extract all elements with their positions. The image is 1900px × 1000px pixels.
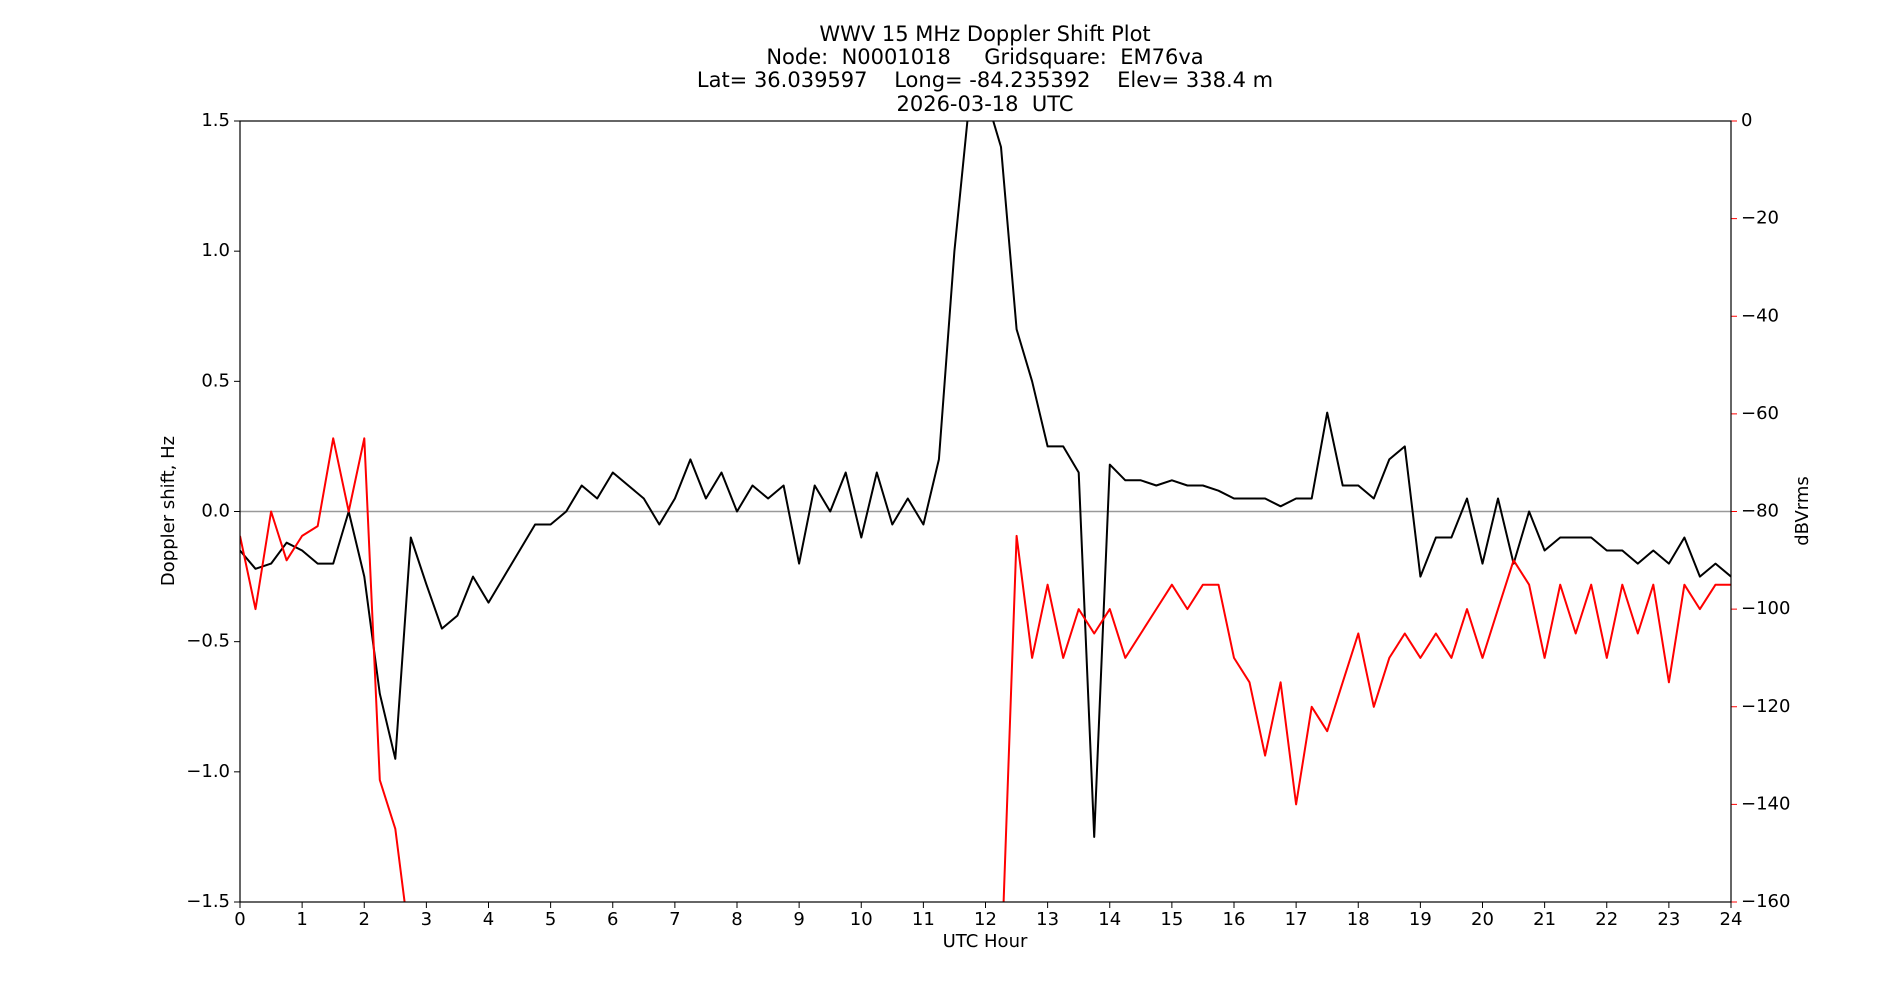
x-tick-label: 2 (359, 909, 370, 930)
x-tick-label: 13 (1036, 909, 1059, 930)
x-tick-label: 21 (1533, 909, 1556, 930)
x-tick-label: 8 (731, 909, 742, 930)
data-line (240, 437, 1731, 902)
plot-frame (239, 120, 1732, 903)
x-tick-label: 20 (1471, 909, 1494, 930)
x-tick-label: 9 (793, 909, 804, 930)
x-tick-label: 7 (669, 909, 680, 930)
x-tick-label: 19 (1409, 909, 1432, 930)
y-tick-label: −0.5 (186, 631, 230, 652)
y2-tick-label: −160 (1741, 891, 1790, 912)
y-tick-label: 0.5 (201, 370, 230, 391)
y2-tick-label: −120 (1741, 696, 1790, 717)
y2-tick-label: −140 (1741, 793, 1790, 814)
x-tick-label: 5 (545, 909, 556, 930)
data-line (240, 121, 1731, 838)
y2-tick-label: −60 (1741, 403, 1779, 424)
chart-subtitle: Node: N0001018 Gridsquare: EM76va (766, 45, 1203, 69)
y-tick-label: −1.0 (186, 761, 230, 782)
y2-tick-label: −80 (1741, 501, 1779, 522)
y-tick-label: −1.5 (186, 891, 230, 912)
x-tick-label: 1 (296, 909, 307, 930)
x-tick-label: 16 (1223, 909, 1246, 930)
y2-tick-label: −100 (1741, 598, 1790, 619)
x-axis-label: UTC Hour (943, 931, 1028, 952)
y-tick-label: 0.0 (201, 501, 230, 522)
x-tick-label: 3 (421, 909, 432, 930)
x-tick-label: 0 (234, 909, 245, 930)
y-tick-label: 1.5 (201, 110, 230, 131)
x-tick-label: 22 (1595, 909, 1618, 930)
x-tick-label: 11 (912, 909, 935, 930)
y-axis-label: Doppler shift, Hz (158, 436, 179, 586)
x-tick-label: 6 (607, 909, 618, 930)
x-tick-label: 10 (850, 909, 873, 930)
y2-tick-label: −40 (1741, 305, 1779, 326)
chart-subtitle: Lat= 36.039597 Long= -84.235392 Elev= 33… (697, 68, 1273, 92)
y2-tick-label: 0 (1741, 110, 1752, 131)
y2-tick-label: −20 (1741, 208, 1779, 229)
chart-title: WWV 15 MHz Doppler Shift Plot (819, 22, 1150, 46)
chart-subtitle: 2026-03-18 UTC (896, 92, 1073, 116)
x-tick-label: 15 (1160, 909, 1183, 930)
x-tick-label: 12 (974, 909, 997, 930)
x-tick-label: 17 (1285, 909, 1308, 930)
x-tick-label: 4 (483, 909, 494, 930)
x-tick-label: 24 (1720, 909, 1743, 930)
y-tick-label: 1.0 (201, 240, 230, 261)
y2-axis-label: dBVrms (1792, 476, 1813, 546)
x-tick-label: 23 (1657, 909, 1680, 930)
x-tick-label: 14 (1098, 909, 1121, 930)
x-tick-label: 18 (1347, 909, 1370, 930)
